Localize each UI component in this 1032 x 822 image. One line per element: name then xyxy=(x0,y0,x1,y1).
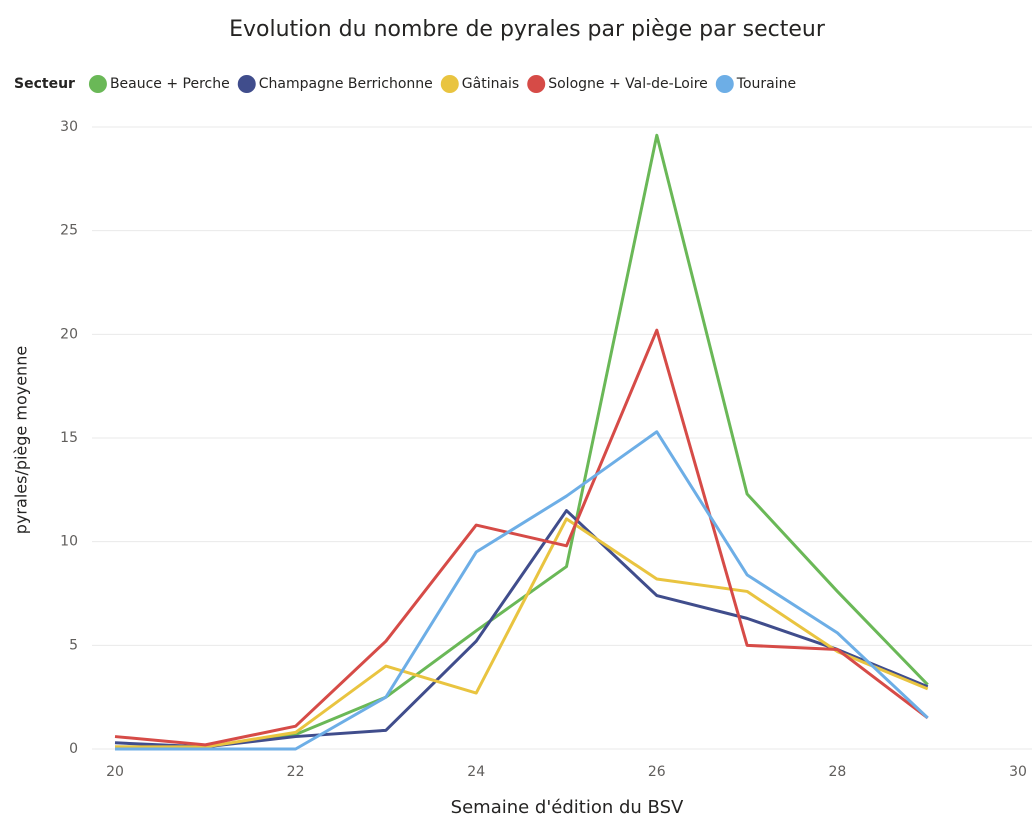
y-tick-label: 5 xyxy=(69,637,78,653)
legend-label: Gâtinais xyxy=(462,76,519,92)
x-tick-label: 20 xyxy=(106,764,124,780)
y-tick-label: 10 xyxy=(60,534,78,550)
legend-label: Touraine xyxy=(736,76,796,92)
y-tick-label: 20 xyxy=(60,326,78,342)
y-tick-label: 15 xyxy=(60,430,78,446)
y-tick-label: 30 xyxy=(60,119,78,135)
legend-marker xyxy=(88,75,107,93)
x-tick-label: 22 xyxy=(287,764,305,780)
y-tick-label: 25 xyxy=(60,223,78,239)
legend-title: Secteur xyxy=(14,76,75,92)
y-axis-label: pyrales/piège moyenne xyxy=(12,346,31,534)
x-tick-label: 26 xyxy=(648,764,666,780)
x-axis-label: Semaine d'édition du BSV xyxy=(451,797,684,818)
chart-title: Evolution du nombre de pyrales par piège… xyxy=(229,17,826,42)
series-line xyxy=(114,509,929,749)
legend-marker xyxy=(440,75,459,93)
series-line xyxy=(115,133,929,749)
x-tick-label: 28 xyxy=(828,764,846,780)
x-tick-label: 30 xyxy=(1009,764,1027,780)
series-line xyxy=(115,517,929,749)
legend-marker xyxy=(527,75,546,93)
legend-marker xyxy=(715,75,734,93)
legend-label: Sologne + Val-de-Loire xyxy=(548,76,708,92)
series-line xyxy=(115,430,929,751)
x-tick-label: 24 xyxy=(467,764,485,780)
y-tick-label: 0 xyxy=(69,741,78,757)
legend-label: Beauce + Perche xyxy=(110,76,230,92)
legend-label: Champagne Berrichonne xyxy=(259,76,433,92)
series-line xyxy=(114,328,929,747)
legend-marker xyxy=(237,75,256,93)
